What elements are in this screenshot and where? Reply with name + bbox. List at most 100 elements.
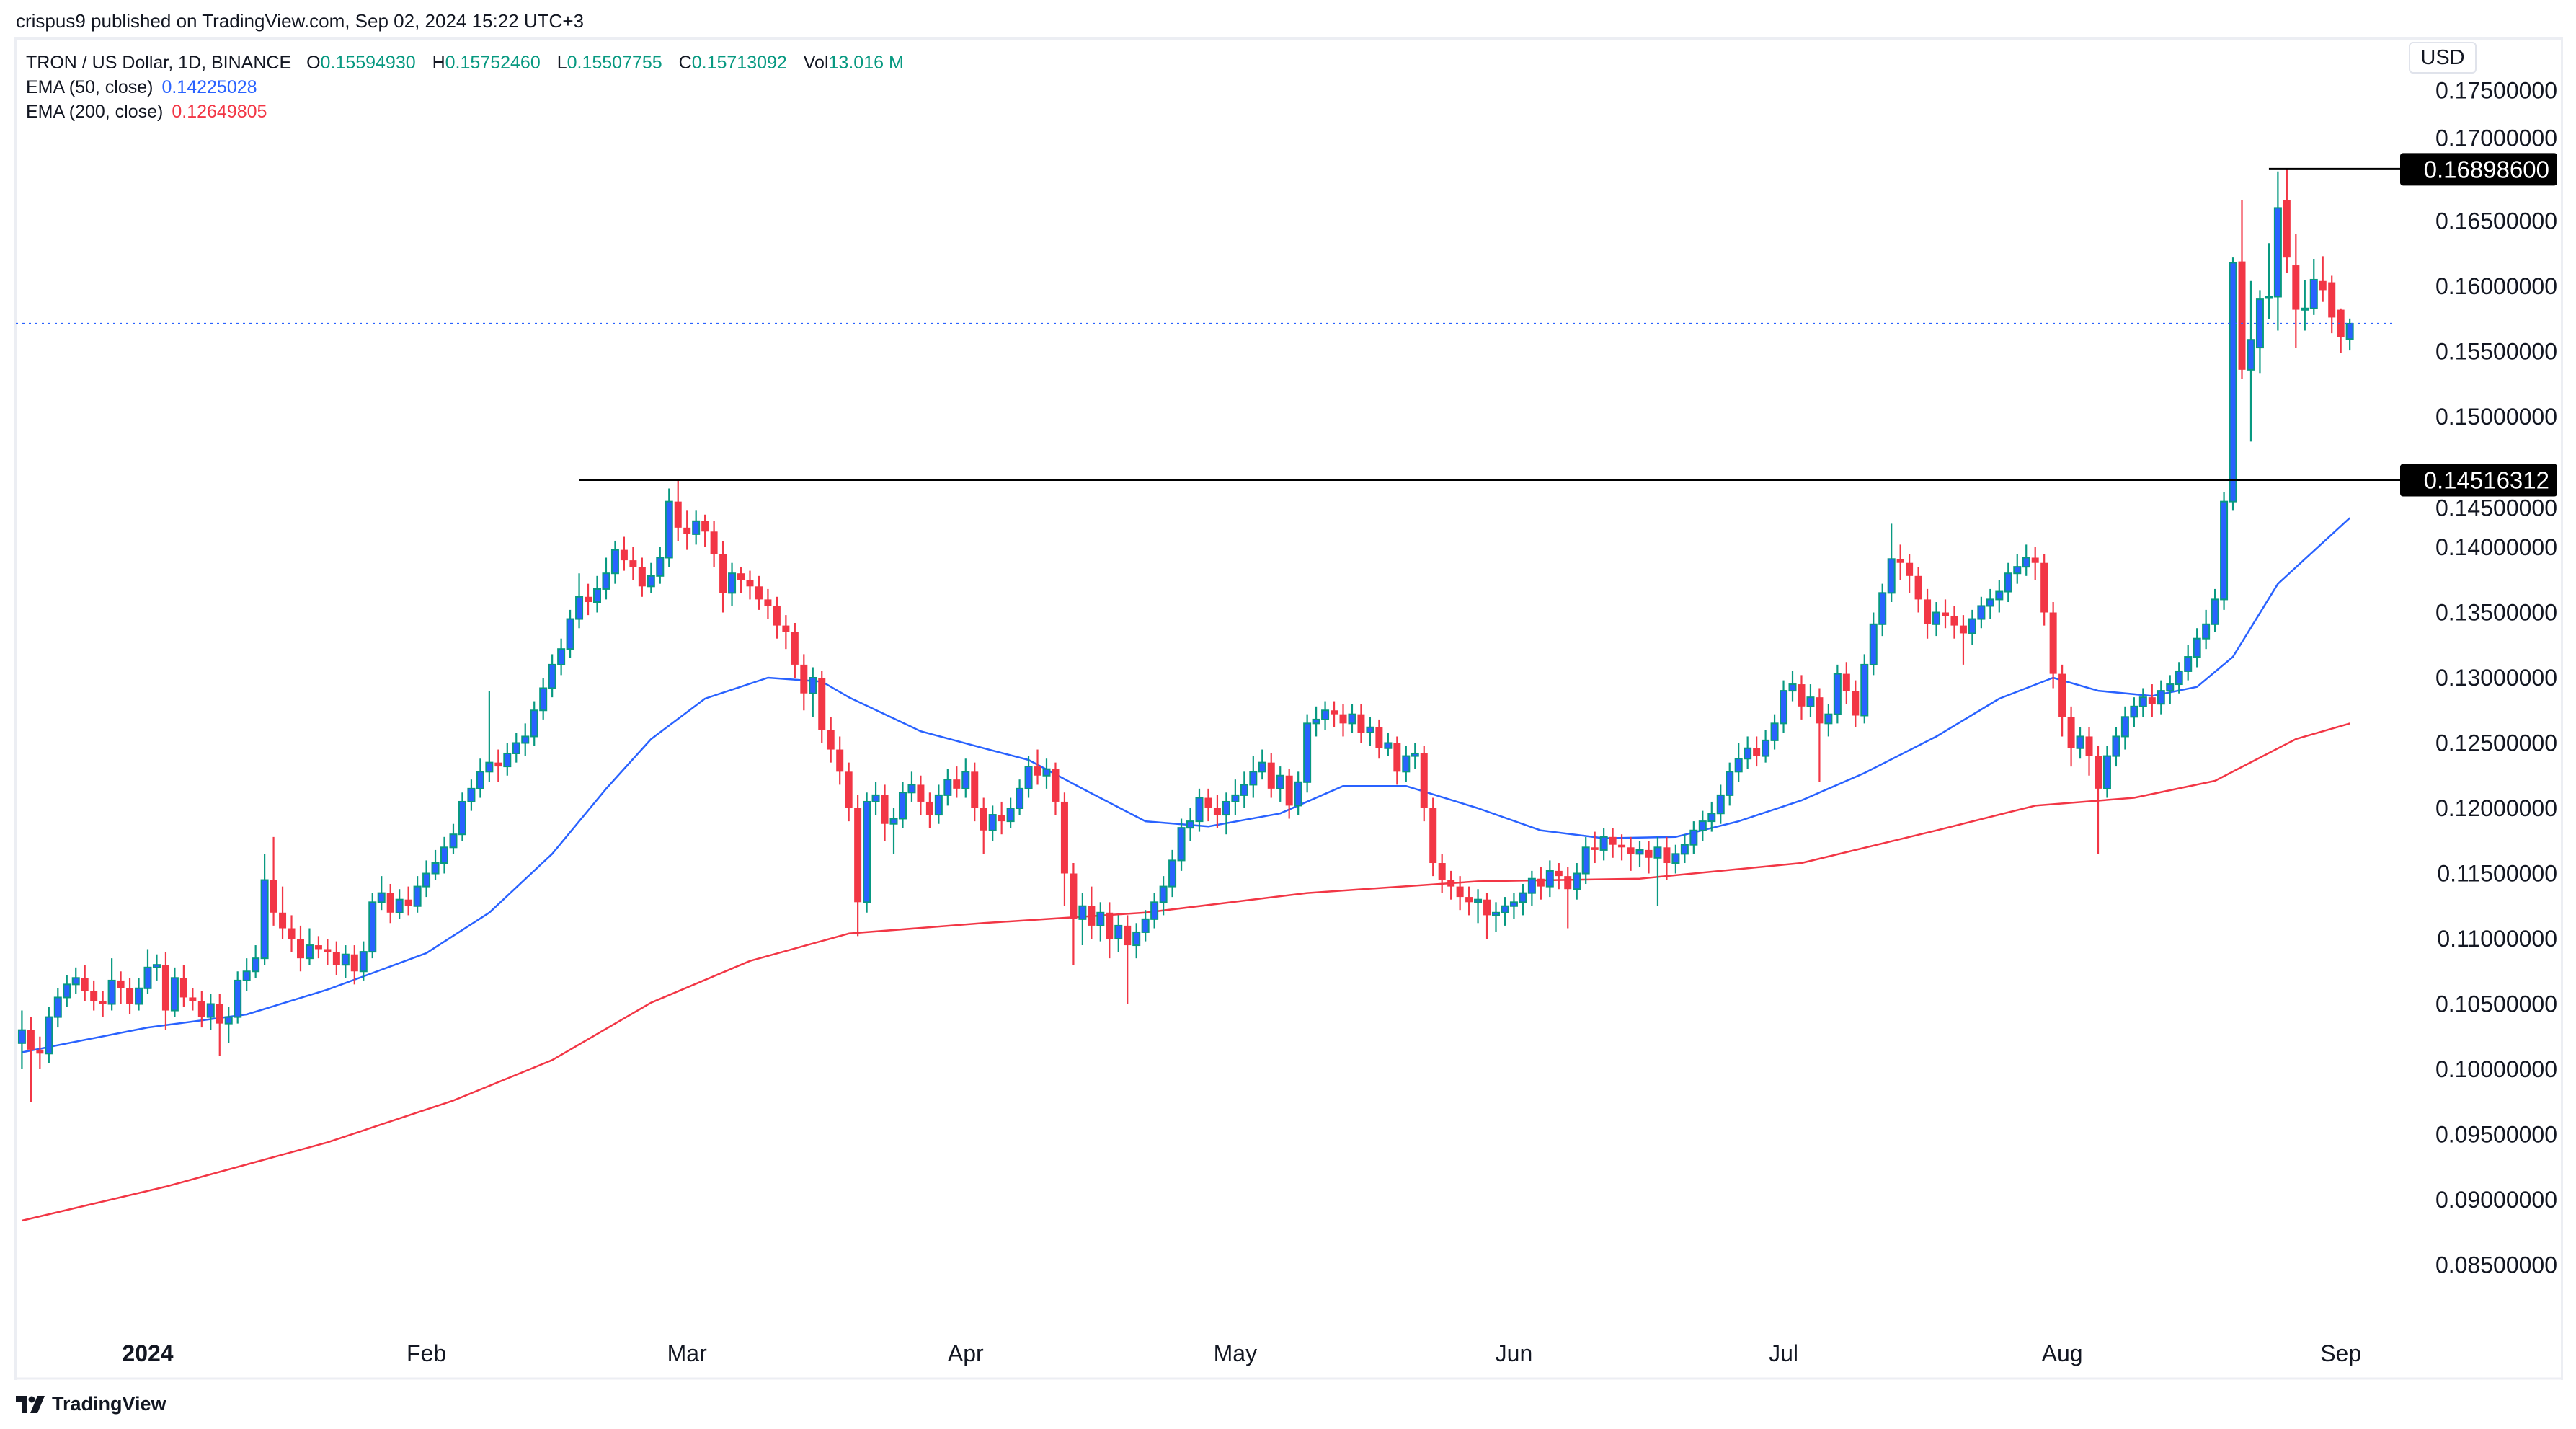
- candle-up[interactable]: [1671, 844, 1680, 874]
- candle-down[interactable]: [216, 994, 223, 1056]
- candle-up[interactable]: [1402, 746, 1411, 782]
- candle-up[interactable]: [521, 723, 530, 756]
- candle-down[interactable]: [2094, 746, 2102, 854]
- candle-down[interactable]: [2319, 256, 2327, 302]
- candle-up[interactable]: [907, 771, 916, 802]
- candle-down[interactable]: [1645, 841, 1653, 874]
- candle-up[interactable]: [1977, 596, 1986, 629]
- candle-up[interactable]: [242, 958, 251, 991]
- candle-down[interactable]: [1124, 915, 1132, 1004]
- candle-down[interactable]: [126, 978, 134, 1014]
- candle-down[interactable]: [953, 766, 961, 798]
- candle-up[interactable]: [1878, 583, 1887, 637]
- candle-down[interactable]: [800, 654, 808, 711]
- candle-up[interactable]: [656, 547, 665, 584]
- candle-up[interactable]: [1680, 834, 1689, 864]
- candle-down[interactable]: [1465, 886, 1473, 916]
- candle-down[interactable]: [90, 980, 98, 1011]
- candle-up[interactable]: [2309, 258, 2318, 315]
- currency-button[interactable]: USD: [2409, 42, 2477, 74]
- candle-up[interactable]: [2166, 675, 2175, 704]
- candle-up[interactable]: [1159, 876, 1168, 916]
- candle-down[interactable]: [782, 615, 790, 650]
- candle-up[interactable]: [2193, 628, 2201, 668]
- candle-up[interactable]: [1186, 808, 1195, 841]
- candle-up[interactable]: [1042, 758, 1051, 789]
- candle-down[interactable]: [1914, 567, 1922, 613]
- candle-up[interactable]: [1599, 828, 1608, 861]
- candle-up[interactable]: [1276, 766, 1284, 802]
- candle-down[interactable]: [179, 965, 187, 1007]
- candle-up[interactable]: [440, 836, 449, 874]
- candle-down[interactable]: [1456, 876, 1464, 911]
- candle-up[interactable]: [2130, 697, 2138, 727]
- candle-down[interactable]: [1950, 606, 1958, 639]
- candle-down[interactable]: [2292, 234, 2300, 348]
- candle-down[interactable]: [971, 762, 979, 822]
- candle-up[interactable]: [889, 808, 898, 854]
- candle-up[interactable]: [647, 562, 655, 593]
- candle-down[interactable]: [638, 557, 646, 597]
- candle-up[interactable]: [961, 758, 970, 798]
- candle-down[interactable]: [386, 883, 394, 924]
- candle-down[interactable]: [189, 988, 197, 1011]
- candle-up[interactable]: [1141, 910, 1150, 942]
- candle-down[interactable]: [2067, 706, 2075, 767]
- candle-up[interactable]: [566, 609, 574, 658]
- candle-down[interactable]: [279, 886, 287, 939]
- candle-down[interactable]: [1375, 719, 1383, 759]
- candle-up[interactable]: [2138, 688, 2147, 717]
- candle-up[interactable]: [485, 691, 494, 782]
- candle-down[interactable]: [2058, 664, 2066, 737]
- candle-down[interactable]: [1942, 599, 1949, 629]
- candle-up[interactable]: [2345, 318, 2354, 351]
- candle-down[interactable]: [161, 952, 169, 1030]
- candle-down[interactable]: [1906, 554, 1914, 593]
- candle-up[interactable]: [1527, 870, 1536, 906]
- candle-up[interactable]: [2265, 243, 2273, 319]
- candle-up[interactable]: [476, 758, 484, 798]
- candle-up[interactable]: [1635, 841, 1644, 867]
- candle-down[interactable]: [1088, 886, 1096, 939]
- candle-up[interactable]: [2022, 544, 2030, 576]
- candle-up[interactable]: [2301, 279, 2309, 331]
- candle-up[interactable]: [863, 792, 871, 913]
- candle-down[interactable]: [2337, 308, 2345, 353]
- candle-up[interactable]: [1689, 821, 1698, 854]
- candle-up[interactable]: [143, 949, 152, 994]
- candle-up[interactable]: [988, 805, 997, 841]
- candle-up[interactable]: [467, 779, 476, 811]
- candle-down[interactable]: [998, 801, 1005, 835]
- candle-up[interactable]: [548, 654, 556, 698]
- candle-up[interactable]: [1222, 792, 1230, 835]
- candle-up[interactable]: [2202, 609, 2211, 650]
- candle-down[interactable]: [81, 965, 89, 1001]
- candle-up[interactable]: [224, 1007, 233, 1043]
- candle-up[interactable]: [2112, 727, 2120, 767]
- candle-up[interactable]: [1986, 588, 1994, 619]
- candle-up[interactable]: [665, 488, 673, 567]
- candle-down[interactable]: [1204, 788, 1212, 822]
- candle-up[interactable]: [2013, 554, 2022, 584]
- candle-up[interactable]: [2076, 727, 2084, 759]
- candle-up[interactable]: [1762, 730, 1770, 763]
- candle-down[interactable]: [1842, 662, 1850, 704]
- candle-up[interactable]: [53, 988, 62, 1028]
- candle-up[interactable]: [170, 967, 179, 1017]
- candle-down[interactable]: [2148, 684, 2156, 717]
- candle-down[interactable]: [324, 939, 332, 965]
- candle-down[interactable]: [854, 795, 862, 937]
- candle-down[interactable]: [2085, 727, 2093, 776]
- candle-down[interactable]: [773, 596, 781, 639]
- candle-down[interactable]: [2328, 275, 2336, 334]
- candle-down[interactable]: [1034, 749, 1041, 785]
- candle-down[interactable]: [1060, 792, 1068, 906]
- candle-up[interactable]: [152, 954, 161, 981]
- candle-up[interactable]: [1078, 893, 1087, 946]
- candle-up[interactable]: [305, 928, 314, 965]
- candle-up[interactable]: [341, 945, 350, 978]
- candle-down[interactable]: [764, 588, 772, 619]
- candle-down[interactable]: [836, 736, 844, 785]
- candle-down[interactable]: [350, 945, 358, 985]
